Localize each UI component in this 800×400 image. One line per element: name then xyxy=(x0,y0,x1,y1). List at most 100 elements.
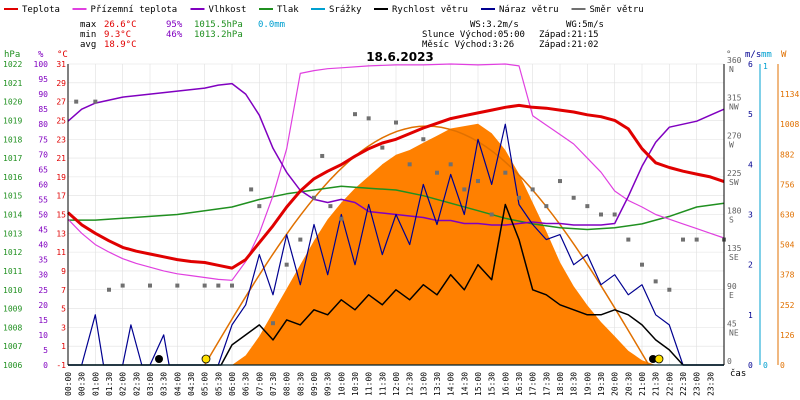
humidity-tick-9: 45 xyxy=(38,226,48,235)
pressure-tick-9: 1015 xyxy=(3,192,22,201)
dir-mark-42 xyxy=(681,237,685,242)
temperature-tick-9: 17 xyxy=(56,192,66,201)
direction-tick-8: 360 xyxy=(727,56,742,65)
dir-mark-30 xyxy=(517,195,521,200)
dir-mark-27 xyxy=(476,179,480,184)
dir-mark-36 xyxy=(599,212,603,217)
dir-mark-20 xyxy=(380,145,385,150)
dir-mark-15 xyxy=(320,153,325,158)
solar-tick-9: 1134 xyxy=(780,90,799,99)
humidity-tick-10: 50 xyxy=(38,211,48,220)
x-tick-17: 08:30 xyxy=(296,372,305,396)
pressure-tick-1: 1007 xyxy=(3,342,22,351)
solar-tick-4: 504 xyxy=(780,241,795,250)
pressure-tick-7: 1013 xyxy=(3,229,22,238)
wind-tick-5: 5 xyxy=(748,110,753,119)
dir-mark-35 xyxy=(585,204,590,209)
dir-mark-8 xyxy=(230,283,234,288)
astro-moon-rise: Měsíc Východ:3:26 xyxy=(422,40,514,50)
x-tick-41: 20:30 xyxy=(624,372,633,396)
direction-tick-3: 135 xyxy=(727,244,742,253)
wind-direction-marks xyxy=(74,99,726,326)
x-tick-39: 19:30 xyxy=(597,372,606,396)
dir-mark-19 xyxy=(366,116,371,121)
compass-tick-2: SE xyxy=(729,253,739,262)
x-tick-24: 12:00 xyxy=(392,372,401,396)
x-tick-21: 10:30 xyxy=(351,372,360,396)
humidity-tick-8: 40 xyxy=(38,241,48,250)
x-tick-16: 08:00 xyxy=(283,372,292,396)
legend-label-2: Vlhkost xyxy=(209,5,247,15)
dir-mark-28 xyxy=(489,212,494,217)
temperature-tick-6: 11 xyxy=(56,248,66,257)
dir-mark-41 xyxy=(667,287,672,292)
x-tick-35: 17:30 xyxy=(542,372,551,396)
temperature-tick-4: 7 xyxy=(61,286,66,295)
dir-mark-11 xyxy=(271,321,275,326)
dir-mark-6 xyxy=(202,283,207,288)
stats-min-hum: 46% xyxy=(166,30,183,40)
compass-tick-6: NW xyxy=(729,103,739,112)
x-tick-12: 06:00 xyxy=(228,372,237,396)
dir-mark-38 xyxy=(626,237,631,242)
dir-mark-18 xyxy=(353,112,357,117)
humidity-tick-19: 95 xyxy=(38,75,48,84)
astro-block: WS:3.2m/s WG:5m/s Slunce Východ:05:00 Zá… xyxy=(422,20,604,50)
temperature-tick-13: 25 xyxy=(56,116,66,125)
dir-mark-3 xyxy=(120,283,125,288)
astro-ws: WS:3.2m/s xyxy=(470,20,519,30)
stats-min-temp: 9.3°C xyxy=(104,30,131,40)
stats-max-label: max xyxy=(80,20,97,30)
pressure-axis-label: hPa xyxy=(4,50,20,60)
humidity-tick-13: 65 xyxy=(38,165,48,174)
solar-tick-8: 1008 xyxy=(780,120,799,129)
x-tick-29: 14:30 xyxy=(460,372,469,396)
x-tick-15: 07:30 xyxy=(269,372,278,396)
temperature-tick-5: 9 xyxy=(61,267,66,276)
temperature-tick-2: 3 xyxy=(61,323,66,332)
x-tick-34: 17:00 xyxy=(529,372,538,396)
temperature-axis-label: °C xyxy=(57,50,68,60)
pressure-tick-16: 1022 xyxy=(3,60,22,69)
direction-tick-4: 180 xyxy=(727,207,742,216)
humidity-tick-5: 25 xyxy=(38,286,48,295)
pressure-tick-4: 1010 xyxy=(3,286,22,295)
x-tick-8: 04:00 xyxy=(173,372,182,396)
legend-label-0: Teplota xyxy=(22,5,60,15)
temperature-tick-1: 1 xyxy=(61,342,66,351)
astro-sun-rise: Slunce Východ:05:00 xyxy=(422,30,525,40)
solar-tick-1: 126 xyxy=(780,331,795,340)
stats-block: max 26.6°C 95% 1015.5hPa 0.0mm min 9.3°C… xyxy=(80,20,285,50)
humidity-tick-11: 55 xyxy=(38,195,48,204)
stats-max-press: 1015.5hPa xyxy=(194,20,243,30)
direction-axis-label: ° xyxy=(726,50,731,60)
dir-mark-1 xyxy=(93,99,98,104)
x-tick-26: 13:00 xyxy=(419,372,428,396)
x-tick-4: 02:00 xyxy=(119,372,128,396)
solar-area xyxy=(232,123,656,365)
legend: Teplota Přízemní teplota Vlhkost Tlak Srážky… xyxy=(4,5,644,15)
astro-sun-set: Západ:21:15 xyxy=(539,30,599,40)
moon-rise-marker xyxy=(155,355,163,363)
solar-tick-0: 0 xyxy=(780,361,785,370)
dir-mark-32 xyxy=(544,204,549,209)
compass-tick-5: W xyxy=(729,140,734,149)
dir-mark-34 xyxy=(571,195,576,200)
dir-mark-17 xyxy=(339,216,344,221)
dir-mark-7 xyxy=(216,283,221,288)
humidity-tick-0: 0 xyxy=(43,361,48,370)
temperature-tick-7: 13 xyxy=(56,229,66,238)
pressure-tick-2: 1008 xyxy=(3,323,22,332)
compass-tick-3: S xyxy=(729,216,734,225)
direction-tick-1: 45 xyxy=(727,319,737,328)
humidity-tick-1: 5 xyxy=(43,346,48,355)
legend-label-5: Rychlost větru xyxy=(392,5,468,15)
dir-mark-12 xyxy=(284,262,289,267)
stats-max-hum: 95% xyxy=(166,20,183,30)
dir-mark-21 xyxy=(394,120,398,125)
dir-mark-10 xyxy=(257,204,262,209)
compass-tick-7: N xyxy=(729,65,734,74)
dir-mark-37 xyxy=(612,212,617,217)
x-tick-18: 09:00 xyxy=(310,372,319,396)
